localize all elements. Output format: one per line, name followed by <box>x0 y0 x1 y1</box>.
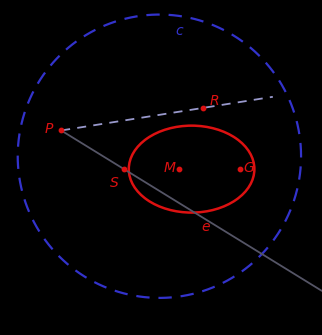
Text: S: S <box>110 176 119 190</box>
Point <box>237 166 242 172</box>
Point <box>200 105 205 111</box>
Text: e: e <box>202 220 210 234</box>
Point <box>59 128 64 133</box>
Point <box>176 166 181 172</box>
Text: c: c <box>175 24 183 38</box>
Text: P: P <box>45 122 53 136</box>
Text: G: G <box>243 160 254 175</box>
Point <box>121 166 127 172</box>
Text: R: R <box>209 94 219 109</box>
Text: M: M <box>164 160 175 175</box>
